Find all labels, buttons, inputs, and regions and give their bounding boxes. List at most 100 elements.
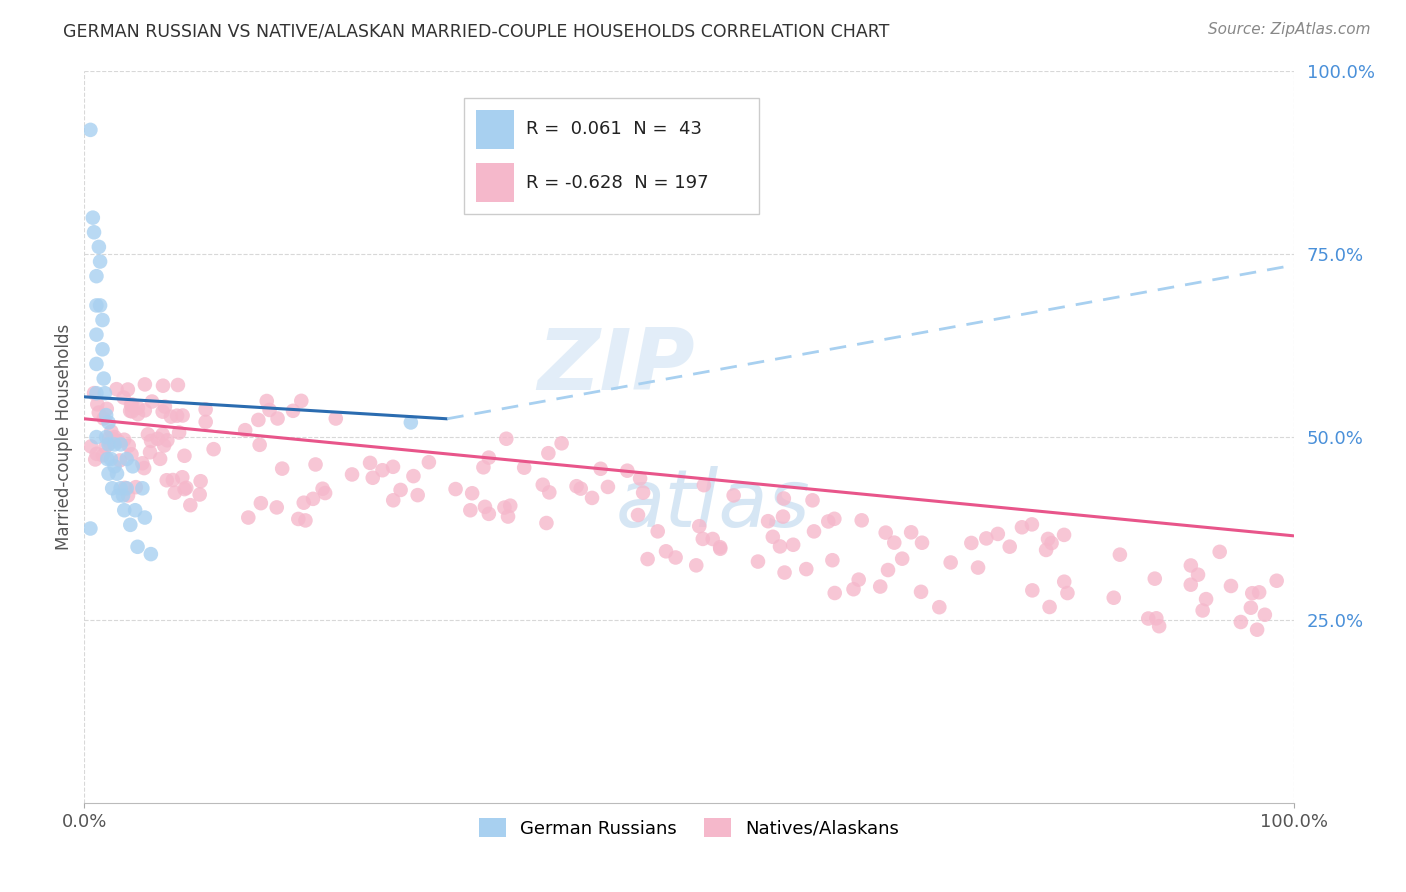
Point	[194, 415, 217, 429]
Point	[139, 547, 162, 561]
Point	[1240, 600, 1263, 615]
Point	[194, 402, 217, 417]
Point	[105, 467, 128, 481]
Point	[172, 409, 194, 423]
Point	[702, 532, 724, 546]
Point	[134, 510, 156, 524]
Point	[127, 401, 149, 415]
Point	[513, 460, 536, 475]
Point	[1109, 548, 1132, 562]
Point	[97, 416, 120, 430]
Point	[91, 313, 114, 327]
Point	[1035, 543, 1057, 558]
Point	[756, 514, 779, 528]
Point	[960, 536, 983, 550]
Point	[153, 400, 176, 414]
Point	[134, 403, 156, 417]
Point	[83, 386, 105, 401]
Point	[250, 496, 273, 510]
Point	[121, 459, 143, 474]
Point	[1040, 536, 1063, 550]
Point	[1246, 623, 1268, 637]
Point	[98, 435, 121, 450]
Point	[112, 489, 135, 503]
Point	[824, 586, 846, 600]
Point	[87, 240, 110, 254]
Point	[281, 404, 304, 418]
Point	[89, 298, 111, 312]
Point	[152, 404, 174, 418]
Point	[616, 464, 638, 478]
Point	[292, 496, 315, 510]
Point	[406, 488, 429, 502]
Point	[121, 447, 143, 461]
Point	[967, 560, 990, 574]
Point	[127, 407, 149, 421]
Point	[105, 382, 128, 396]
Point	[86, 298, 108, 312]
Point	[631, 485, 654, 500]
Point	[104, 437, 127, 451]
Point	[107, 434, 129, 449]
Point	[418, 455, 440, 469]
Point	[536, 516, 558, 530]
Point	[80, 439, 103, 453]
Point	[86, 397, 108, 411]
Text: GERMAN RUSSIAN VS NATIVE/ALASKAN MARRIED-COUPLE HOUSEHOLDS CORRELATION CHART: GERMAN RUSSIAN VS NATIVE/ALASKAN MARRIED…	[63, 22, 890, 40]
Point	[444, 482, 467, 496]
Point	[461, 486, 484, 500]
Point	[382, 459, 405, 474]
Point	[294, 513, 316, 527]
Point	[188, 487, 211, 501]
Point	[118, 439, 141, 453]
Point	[565, 479, 588, 493]
Point	[637, 552, 659, 566]
Point	[998, 540, 1021, 554]
Point	[693, 478, 716, 492]
Point	[120, 398, 142, 412]
Point	[801, 493, 824, 508]
Point	[692, 532, 714, 546]
Point	[115, 481, 138, 495]
Point	[1254, 607, 1277, 622]
Point	[156, 434, 179, 448]
Point	[1143, 572, 1166, 586]
Point	[1011, 520, 1033, 534]
Point	[146, 432, 169, 446]
Point	[97, 467, 120, 481]
Point	[190, 474, 212, 488]
Point	[96, 452, 118, 467]
Point	[1021, 517, 1043, 532]
Point	[134, 461, 156, 475]
Point	[550, 436, 572, 450]
Point	[256, 394, 278, 409]
Point	[1230, 615, 1253, 629]
Point	[359, 456, 381, 470]
Point	[139, 445, 162, 459]
Point	[94, 440, 117, 454]
Point	[1208, 545, 1230, 559]
Point	[162, 473, 184, 487]
Point	[823, 512, 845, 526]
Point	[84, 452, 107, 467]
Point	[537, 446, 560, 460]
Point	[1102, 591, 1125, 605]
Point	[179, 498, 201, 512]
Point	[96, 401, 118, 416]
Point	[117, 383, 139, 397]
Point	[1147, 619, 1170, 633]
Point	[166, 409, 188, 423]
Point	[1053, 574, 1076, 589]
Point	[1144, 611, 1167, 625]
Point	[900, 525, 922, 540]
Point	[848, 573, 870, 587]
Point	[762, 530, 785, 544]
Point	[402, 469, 425, 483]
Point	[928, 600, 950, 615]
Point	[311, 482, 333, 496]
Point	[266, 411, 288, 425]
Point	[987, 527, 1010, 541]
Point	[167, 425, 190, 440]
Point	[1056, 586, 1078, 600]
Text: atlas: atlas	[616, 467, 810, 544]
